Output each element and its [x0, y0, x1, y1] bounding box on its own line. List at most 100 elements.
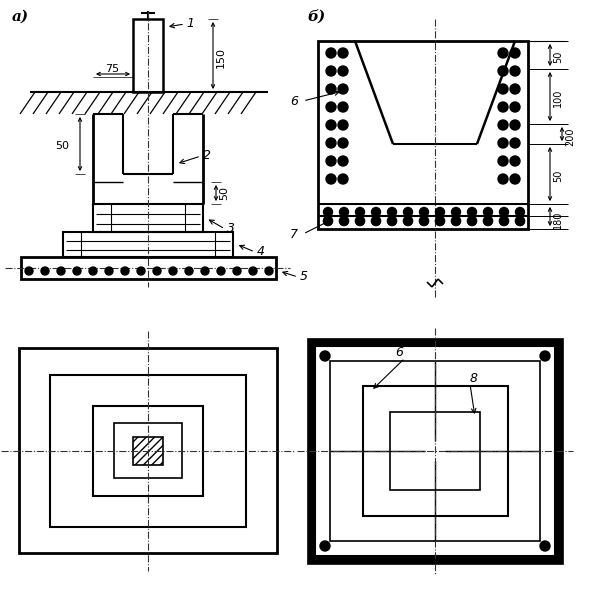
Circle shape: [419, 216, 428, 225]
Text: 200: 200: [565, 128, 575, 146]
Circle shape: [498, 138, 508, 148]
Bar: [21, 257, 276, 279]
Circle shape: [371, 216, 380, 225]
Circle shape: [467, 216, 476, 225]
Circle shape: [510, 156, 520, 166]
Text: 3: 3: [227, 222, 235, 235]
Circle shape: [404, 207, 413, 216]
Bar: [318, 41, 528, 229]
Circle shape: [419, 207, 428, 216]
Bar: [390, 412, 480, 490]
Circle shape: [499, 207, 509, 216]
Circle shape: [121, 267, 129, 275]
Circle shape: [326, 120, 336, 130]
Text: 100: 100: [553, 89, 563, 107]
Bar: [93, 204, 203, 232]
Circle shape: [436, 216, 445, 225]
Bar: [363, 386, 508, 516]
Circle shape: [452, 216, 461, 225]
Circle shape: [323, 207, 332, 216]
Text: 150: 150: [216, 47, 226, 68]
Circle shape: [185, 267, 193, 275]
Circle shape: [338, 156, 348, 166]
Circle shape: [498, 84, 508, 94]
Circle shape: [105, 267, 113, 275]
Circle shape: [436, 216, 445, 225]
Circle shape: [540, 541, 550, 551]
Circle shape: [355, 216, 365, 225]
Bar: [50, 375, 246, 527]
Text: 75: 75: [105, 64, 119, 74]
Circle shape: [326, 156, 336, 166]
Circle shape: [540, 351, 550, 361]
Circle shape: [388, 216, 397, 225]
Circle shape: [137, 267, 145, 275]
Text: 2: 2: [203, 149, 211, 162]
Circle shape: [201, 267, 209, 275]
Circle shape: [326, 102, 336, 112]
Circle shape: [498, 66, 508, 76]
Circle shape: [323, 216, 332, 225]
Text: 7: 7: [290, 228, 298, 241]
Circle shape: [338, 102, 348, 112]
Circle shape: [498, 48, 508, 58]
Text: 6: 6: [395, 346, 403, 359]
Circle shape: [404, 216, 413, 225]
Circle shape: [452, 216, 461, 225]
Circle shape: [498, 102, 508, 112]
Circle shape: [510, 138, 520, 148]
Circle shape: [499, 216, 509, 225]
Circle shape: [404, 216, 413, 225]
Text: 5: 5: [300, 270, 308, 283]
Circle shape: [499, 216, 509, 225]
Text: а): а): [12, 10, 29, 24]
Bar: [93, 406, 203, 496]
Circle shape: [467, 207, 476, 216]
Text: 50: 50: [553, 51, 563, 63]
Bar: [63, 232, 233, 257]
Bar: [315, 346, 555, 556]
Circle shape: [326, 66, 336, 76]
Circle shape: [510, 48, 520, 58]
Circle shape: [217, 267, 225, 275]
Circle shape: [484, 216, 493, 225]
Circle shape: [510, 174, 520, 184]
Circle shape: [265, 267, 273, 275]
Bar: [19, 348, 277, 553]
Circle shape: [326, 138, 336, 148]
Text: 4: 4: [257, 245, 265, 258]
Text: 6: 6: [290, 95, 298, 108]
Circle shape: [340, 207, 349, 216]
Circle shape: [326, 48, 336, 58]
Bar: [114, 423, 182, 478]
Circle shape: [340, 216, 349, 225]
Circle shape: [338, 48, 348, 58]
Text: 50: 50: [55, 141, 69, 151]
Circle shape: [89, 267, 97, 275]
Circle shape: [355, 216, 365, 225]
Bar: [330, 361, 540, 541]
Circle shape: [515, 216, 524, 225]
Circle shape: [338, 174, 348, 184]
Circle shape: [249, 267, 257, 275]
Circle shape: [326, 84, 336, 94]
Circle shape: [371, 216, 380, 225]
Circle shape: [498, 156, 508, 166]
Circle shape: [484, 207, 493, 216]
Circle shape: [510, 66, 520, 76]
Circle shape: [515, 216, 524, 225]
Circle shape: [338, 66, 348, 76]
Text: 50: 50: [553, 170, 563, 182]
Circle shape: [510, 84, 520, 94]
Text: 8: 8: [470, 372, 478, 385]
Circle shape: [73, 267, 81, 275]
Text: 180: 180: [553, 211, 563, 229]
Circle shape: [498, 120, 508, 130]
Circle shape: [419, 216, 428, 225]
Circle shape: [320, 351, 330, 361]
Circle shape: [388, 207, 397, 216]
Circle shape: [452, 207, 461, 216]
Circle shape: [338, 120, 348, 130]
Circle shape: [153, 267, 161, 275]
Text: б): б): [307, 10, 325, 24]
